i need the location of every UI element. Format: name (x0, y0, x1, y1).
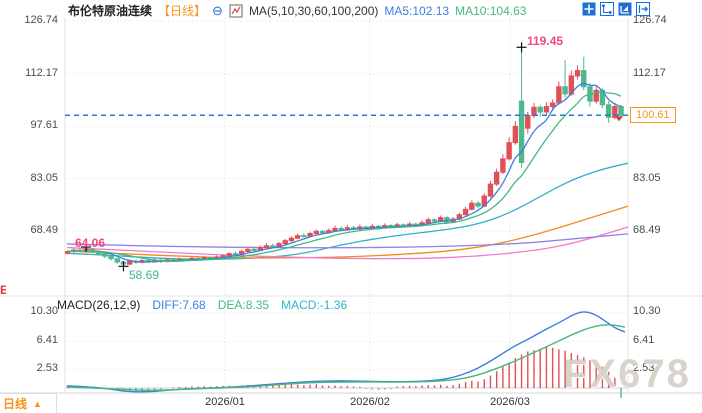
collapse-indicator-icon[interactable]: ⊖ (212, 3, 223, 18)
x-axis-label: 2026/02 (350, 396, 390, 408)
macd-diff-label: DIFF:7.68 (152, 298, 206, 312)
chart-toolbar (582, 2, 650, 16)
price-tick-right: 126.74 (633, 14, 667, 26)
symbol-name: 布伦特原油连续 (68, 4, 153, 18)
macd-header: MACD(26,12,9) DIFF:7.68 DEA:8.35 MACD:-1… (57, 298, 347, 312)
period-up-arrow-icon[interactable]: ▲ (33, 398, 42, 409)
price-tick-right: 68.49 (633, 224, 661, 236)
macd-tick-right: 2.53 (633, 362, 655, 374)
period-selector-label[interactable]: 日线 (3, 397, 28, 411)
macd-dea-label: DEA:8.35 (217, 298, 270, 312)
macd-tick-right: 6.41 (633, 334, 655, 346)
ma-params-label: MA(5,10,30,60,100,200) (248, 3, 379, 18)
period-selector[interactable]: 日线 ▲ (0, 393, 57, 413)
axis-scale-tool-icon[interactable] (600, 2, 614, 16)
peak-high-annotation: 119.45 (527, 34, 564, 48)
price-tick-left: 126.74 (24, 14, 58, 26)
price-tick-left: 112.17 (25, 67, 58, 79)
price-tick-right: 112.17 (633, 67, 666, 79)
chart-header: 布伦特原油连续 【日线】 ⊖ MA(5,10,30,60,100,200) MA… (68, 2, 526, 19)
macd-value-label: MACD:-1.36 (281, 298, 348, 312)
last-price-badge: 100.61 (630, 107, 676, 123)
macd-tick-left: 2.53 (36, 362, 58, 374)
price-tick-left: 68.49 (30, 224, 58, 236)
period-tag: 【日线】 (158, 4, 207, 18)
macd-tick-left: 6.41 (36, 334, 58, 346)
chart-zoom-tool-icon[interactable] (618, 2, 632, 16)
candlestick-chart-icon[interactable] (229, 4, 243, 18)
ma5-value-label: MA5:102.13 (384, 3, 450, 18)
x-axis-label: 2026/01 (205, 396, 245, 408)
early-high-annotation: 64.06 (75, 236, 106, 250)
clipped-red-glyph: E (0, 283, 6, 297)
x-axis-label: 2026/03 (490, 396, 530, 408)
price-tick-right: 83.05 (633, 172, 661, 184)
macd-tick-right: 10.30 (633, 305, 661, 317)
macd-title: MACD(26,12,9) (57, 298, 141, 312)
price-tick-left: 83.05 (30, 172, 58, 184)
move-tool-icon[interactable] (582, 2, 596, 16)
early-low-annotation: 58.69 (129, 268, 160, 282)
macd-tick-left: 10.30 (30, 305, 58, 317)
pan-right-tool-icon[interactable] (636, 2, 650, 16)
price-tick-left: 97.61 (30, 119, 58, 131)
ma10-value-label: MA10:104.63 (455, 3, 527, 18)
